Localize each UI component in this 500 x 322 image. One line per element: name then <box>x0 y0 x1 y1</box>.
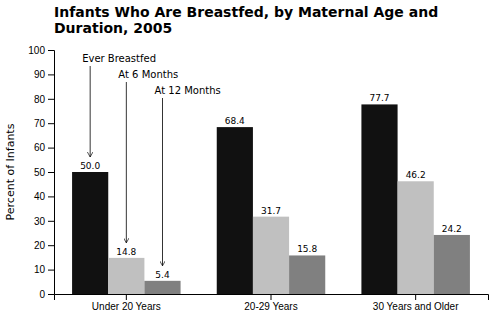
y-tick: 30 <box>34 216 54 227</box>
tick-label: 20 <box>34 240 46 251</box>
title-line: Infants Who Are Breastfed, by Maternal A… <box>54 4 438 20</box>
axis-line <box>48 51 55 295</box>
tick-label: Under 20 Years <box>92 301 161 312</box>
title: Infants Who Are Breastfed, by Maternal A… <box>54 4 438 36</box>
bar <box>398 181 434 294</box>
y-axis: 0 10 20 30 40 50 60 70 80 90 100 <box>28 45 54 300</box>
annotation-arrow <box>90 66 91 157</box>
tick-label: 80 <box>34 94 46 105</box>
tick-label: 30 Years and Older <box>373 301 459 312</box>
data-label: 46.2 <box>406 170 426 180</box>
y-tick: 20 <box>34 240 54 251</box>
tick-label: 100 <box>28 45 45 56</box>
bar <box>289 255 325 294</box>
x-tick: 20-29 Years <box>244 294 297 312</box>
data-label: 68.4 <box>225 116 245 126</box>
data-label: 31.7 <box>261 206 281 216</box>
tick-mark <box>48 221 54 222</box>
tick-label: 0 <box>39 289 45 300</box>
annotation-arrow <box>126 82 127 243</box>
tick-mark <box>48 148 54 149</box>
y-tick: 10 <box>34 264 54 275</box>
tick-label: 10 <box>34 264 46 275</box>
tick-mark <box>48 270 54 271</box>
y-tick: 40 <box>34 191 54 202</box>
tick-label: 50 <box>34 167 46 178</box>
tick-mark <box>48 99 54 100</box>
annotation: At 12 Months <box>155 85 221 96</box>
tick-mark <box>48 123 54 124</box>
axis-line <box>55 295 489 301</box>
y-tick: 50 <box>34 167 54 178</box>
tick-mark <box>48 245 54 246</box>
bar <box>217 127 253 294</box>
y-tick: 0 <box>39 289 54 300</box>
tick-mark <box>48 294 54 295</box>
tick-mark <box>48 50 54 51</box>
data-labels: 50.0 68.4 77.7 14.8 31.7 46.2 5.4 15.8 24.2 <box>80 93 462 279</box>
x-tick: 30 Years and Older <box>373 294 459 312</box>
tick-mark <box>271 294 272 300</box>
data-label: 24.2 <box>442 224 462 234</box>
tick-mark <box>48 74 54 75</box>
y-tick: 90 <box>34 69 54 80</box>
data-label: 5.4 <box>155 270 170 280</box>
title-line: Duration, 2005 <box>54 20 172 36</box>
bar <box>434 235 470 294</box>
annotations: Ever Breastfed At 6 Months At 12 Months <box>82 53 221 266</box>
data-label: 15.8 <box>297 244 317 254</box>
tick-label: 40 <box>34 191 46 202</box>
y-tick: 70 <box>34 118 54 129</box>
bars <box>72 104 470 294</box>
x-tick: Under 20 Years <box>92 294 161 312</box>
bar <box>72 172 108 294</box>
tick-label: 60 <box>34 142 46 153</box>
data-label: 14.8 <box>116 247 136 257</box>
data-label: 50.0 <box>80 161 100 171</box>
tick-mark <box>415 294 416 300</box>
data-label: 77.7 <box>369 93 389 103</box>
tick-mark <box>48 196 54 197</box>
tick-mark <box>126 294 127 300</box>
tick-label: 20-29 Years <box>244 301 297 312</box>
plot: 0 10 20 30 40 50 60 70 80 90 100 Under 20 Years 20-2… <box>28 45 488 312</box>
bar-series <box>108 181 434 294</box>
x-axis: Under 20 Years 20-29 Years 30 Years and Ol… <box>55 294 489 312</box>
bar <box>144 281 180 294</box>
bar <box>108 258 144 294</box>
bar <box>253 217 289 294</box>
y-tick: 80 <box>34 94 54 105</box>
tick-label: 70 <box>34 118 46 129</box>
tick-mark <box>48 172 54 173</box>
bar-series <box>144 235 470 294</box>
tick-label: 90 <box>34 69 46 80</box>
chart: 0 10 20 30 40 50 60 70 80 90 100 Under 20 Years 20-2… <box>0 0 500 322</box>
tick-label: 30 <box>34 216 46 227</box>
bar <box>361 104 397 294</box>
annotation: At 6 Months <box>118 69 178 80</box>
annotation: Ever Breastfed <box>82 53 156 64</box>
annotation-arrow <box>162 98 163 266</box>
y-tick: 100 <box>28 45 54 56</box>
y-label: Percent of Infants <box>4 123 17 220</box>
bar-series <box>72 104 397 294</box>
y-tick: 60 <box>34 142 54 153</box>
